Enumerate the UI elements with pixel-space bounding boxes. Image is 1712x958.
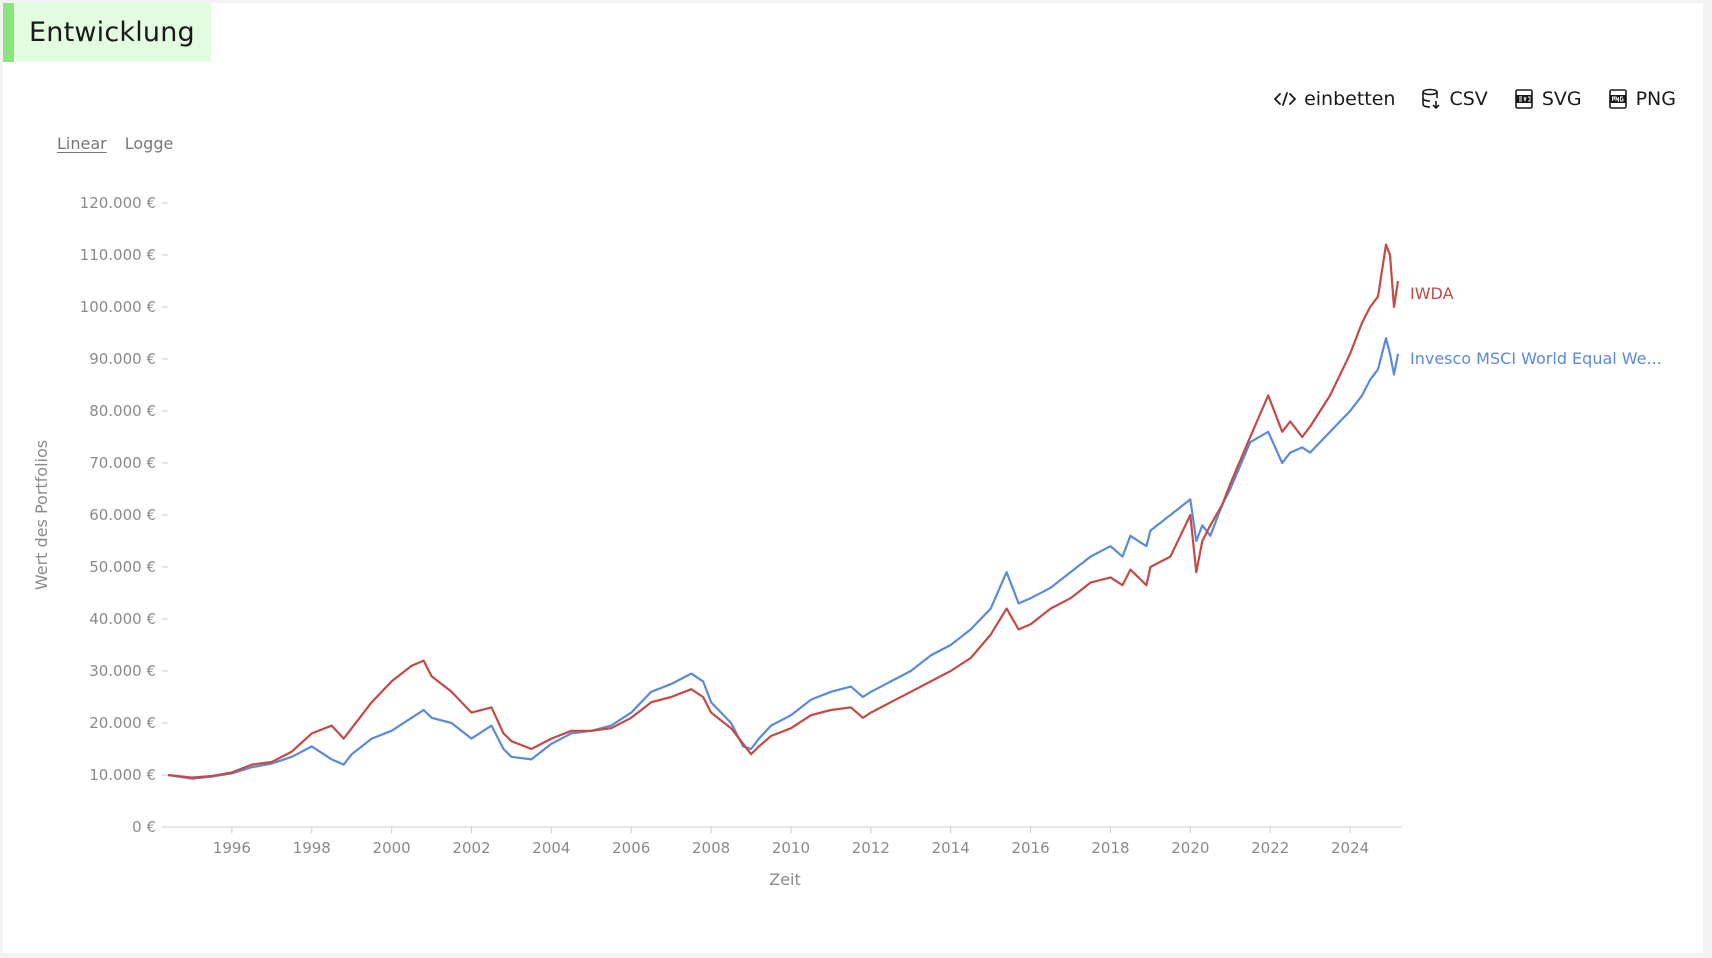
embed-label: einbetten: [1304, 88, 1396, 110]
page-title: Entwicklung: [29, 17, 195, 48]
y-tick-label: 100.000 €: [80, 298, 156, 316]
y-tick-label: 30.000 €: [89, 662, 156, 680]
x-tick-label: 2012: [852, 839, 890, 857]
y-tick-label: 90.000 €: [89, 350, 156, 368]
x-axis: 1996 1998 2000 2002 2004 2006 2008 2010 2012 2014…: [168, 826, 1402, 857]
database-download-icon: [1421, 88, 1441, 110]
embed-button[interactable]: einbetten: [1274, 88, 1395, 110]
x-tick-label: 2008: [692, 839, 730, 857]
x-tick-label: 2010: [772, 839, 810, 857]
x-axis-title: Zeit: [769, 870, 801, 889]
png-button[interactable]: PNG: [1608, 88, 1676, 110]
x-tick-label: 2002: [452, 839, 490, 857]
x-tick-label: 2006: [612, 839, 650, 857]
y-tick-label: 60.000 €: [89, 506, 156, 524]
x-tick-label: 1996: [213, 839, 251, 857]
csv-button[interactable]: CSV: [1421, 88, 1488, 110]
title-accent-bar: [3, 3, 14, 62]
x-tick-label: 2000: [373, 839, 411, 857]
svg-file-icon: [1514, 88, 1534, 110]
scale-log-option[interactable]: Logge: [124, 134, 174, 153]
y-axis-title: Wert des Portfolios: [32, 440, 51, 590]
series-layer: IWDA Invesco MSCI World Equal We...: [167, 243, 1662, 780]
y-axis: 0 € 10.000 € 20.000 € 30.000 € 40.000 € 50.00…: [80, 194, 168, 836]
y-tick-label: 50.000 €: [89, 558, 156, 576]
section-header: Entwicklung: [3, 3, 211, 62]
x-tick-label: 1998: [293, 839, 331, 857]
png-file-icon: [1608, 88, 1628, 110]
y-tick-label: 0 €: [132, 818, 156, 836]
x-tick-label: 2004: [532, 839, 570, 857]
csv-label: CSV: [1449, 88, 1488, 110]
x-tick-label: 2014: [932, 839, 970, 857]
series-line-1: [167, 337, 1400, 780]
y-tick-label: 10.000 €: [89, 766, 156, 784]
series-end-label-1: Invesco MSCI World Equal We...: [1410, 349, 1662, 368]
export-toolbar: einbetten CSV SVG PNG: [1274, 88, 1676, 110]
png-label: PNG: [1635, 88, 1676, 110]
x-tick-label: 2022: [1251, 839, 1289, 857]
x-tick-label: 2016: [1012, 839, 1050, 857]
x-tick-label: 2018: [1091, 839, 1129, 857]
x-tick-label: 2024: [1331, 839, 1369, 857]
code-icon: [1274, 91, 1297, 107]
series-end-label-0: IWDA: [1410, 284, 1454, 303]
series-line-0: [167, 243, 1400, 779]
scale-toggle: Linear Logge: [57, 134, 173, 153]
chart-panel: [3, 3, 1703, 953]
x-tick-label: 2020: [1171, 839, 1209, 857]
y-tick-label: 20.000 €: [89, 714, 156, 732]
y-tick-label: 80.000 €: [89, 402, 156, 420]
y-tick-label: 40.000 €: [89, 610, 156, 628]
scale-linear-option[interactable]: Linear: [57, 134, 107, 153]
y-tick-label: 70.000 €: [89, 454, 156, 472]
y-tick-label: 120.000 €: [80, 194, 156, 212]
y-tick-label: 110.000 €: [80, 246, 156, 264]
svg-button[interactable]: SVG: [1514, 88, 1582, 110]
svg-label: SVG: [1541, 88, 1582, 110]
